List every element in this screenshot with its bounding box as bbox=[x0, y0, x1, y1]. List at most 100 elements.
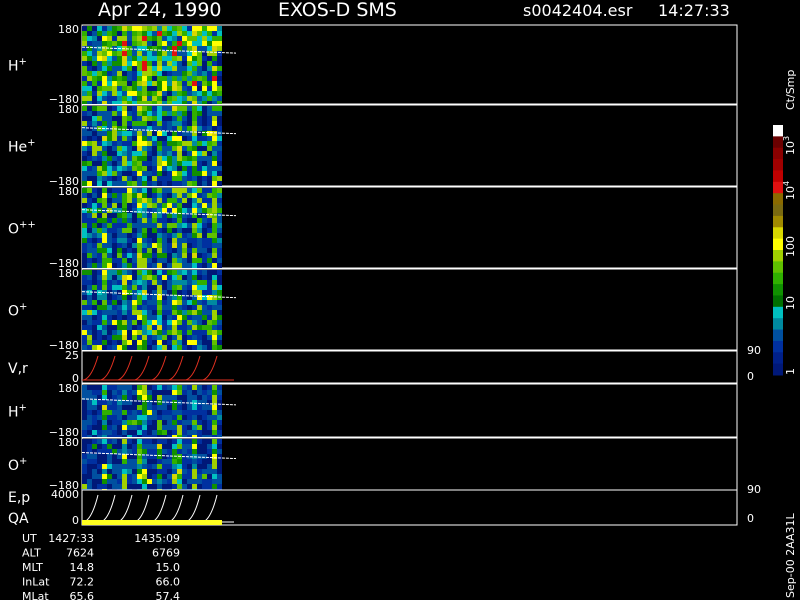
spectrogram-cell bbox=[217, 41, 222, 46]
spectrogram-cell bbox=[162, 218, 167, 223]
spectrogram-cell bbox=[137, 315, 142, 320]
spectrogram-cell bbox=[217, 449, 222, 454]
spectrogram-cell bbox=[192, 36, 197, 41]
spectrogram-cell bbox=[142, 228, 147, 233]
panel-label-text: V,r bbox=[8, 361, 28, 377]
spectrogram-cell bbox=[187, 181, 192, 186]
spectrogram-cell bbox=[147, 51, 152, 56]
spectrogram-cell bbox=[152, 126, 157, 131]
spectrogram-cell bbox=[172, 295, 177, 300]
spectrogram-cell bbox=[82, 335, 87, 340]
spectrogram-cell bbox=[92, 454, 97, 459]
spectrogram-cell bbox=[187, 176, 192, 181]
spectrogram-cell bbox=[192, 176, 197, 181]
spectrogram-cell bbox=[107, 479, 112, 484]
spectrogram-cell bbox=[97, 198, 102, 203]
spectrogram-cell bbox=[132, 111, 137, 116]
spectrogram-cell bbox=[122, 188, 127, 193]
spectrogram-cell bbox=[122, 76, 127, 81]
spectrogram-cell bbox=[197, 345, 202, 350]
spectrogram-cell bbox=[87, 280, 92, 285]
spectrogram-cell bbox=[182, 320, 187, 325]
spectrogram-cell bbox=[177, 228, 182, 233]
spectrogram bbox=[82, 26, 222, 104]
spectrogram-cell bbox=[217, 464, 222, 469]
spectrogram-cell bbox=[82, 420, 87, 425]
spectrogram-cell bbox=[177, 51, 182, 56]
spectrogram-cell bbox=[122, 156, 127, 161]
spectrogram-cell bbox=[192, 270, 197, 275]
spectrogram-cell bbox=[177, 146, 182, 151]
spectrogram-cell bbox=[122, 106, 127, 111]
spectrogram-cell bbox=[152, 484, 157, 489]
spectrogram-cell bbox=[127, 425, 132, 430]
spectrogram-cell bbox=[187, 131, 192, 136]
spectrogram-cell bbox=[137, 425, 142, 430]
spectrogram-cell bbox=[112, 439, 117, 444]
spectrogram-cell bbox=[107, 420, 112, 425]
spectrogram-cell bbox=[117, 474, 122, 479]
spectrogram-cell bbox=[207, 193, 212, 198]
spectrogram-cell bbox=[82, 218, 87, 223]
spectrogram-cell bbox=[217, 474, 222, 479]
spectrogram-cell bbox=[172, 300, 177, 305]
spectrogram-cell bbox=[112, 425, 117, 430]
spectrogram-cell bbox=[162, 76, 167, 81]
spectrogram-cell bbox=[82, 101, 87, 104]
spectrogram-cell bbox=[172, 395, 177, 400]
spectrogram-cell bbox=[142, 176, 147, 181]
spectrogram-cell bbox=[147, 449, 152, 454]
spectrogram-cell bbox=[122, 454, 127, 459]
spectrogram-cell bbox=[87, 111, 92, 116]
spectrogram-cell bbox=[187, 320, 192, 325]
spectrogram-cell bbox=[117, 435, 122, 437]
spectrogram-cell bbox=[192, 335, 197, 340]
spectrogram-cell bbox=[172, 415, 177, 420]
spectrogram-cell bbox=[82, 305, 87, 310]
spectrogram-cell bbox=[187, 325, 192, 330]
spectrogram-cell bbox=[132, 106, 137, 111]
spectrogram-cell bbox=[97, 31, 102, 36]
spectrogram-cell bbox=[92, 71, 97, 76]
spectrogram-cell bbox=[177, 101, 182, 104]
spectrogram-cell bbox=[197, 41, 202, 46]
spectrogram-cell bbox=[112, 325, 117, 330]
spectrogram-cell bbox=[217, 320, 222, 325]
spectrogram-cell bbox=[112, 228, 117, 233]
spectrogram-cell bbox=[197, 315, 202, 320]
spectrogram-cell bbox=[122, 116, 127, 121]
spectrogram-cell bbox=[92, 96, 97, 101]
colorbar-tick-text: 10 bbox=[784, 296, 797, 310]
spectrogram-cell bbox=[182, 439, 187, 444]
spectrogram-cell bbox=[152, 46, 157, 51]
spectrogram-cell bbox=[212, 464, 217, 469]
spectrogram-cell bbox=[122, 405, 127, 410]
spectrogram-cell bbox=[102, 330, 107, 335]
spectrogram-cell bbox=[102, 66, 107, 71]
spectrogram-cell bbox=[87, 444, 92, 449]
spectrogram-cell bbox=[197, 96, 202, 101]
spectrogram-cell bbox=[202, 405, 207, 410]
spectrogram-cell bbox=[182, 161, 187, 166]
spectrogram-cell bbox=[92, 146, 97, 151]
spectrogram-cell bbox=[132, 171, 137, 176]
spectrogram-cell bbox=[87, 181, 92, 186]
spectrogram-cell bbox=[157, 41, 162, 46]
spectrogram-cell bbox=[217, 425, 222, 430]
spectrogram-cell bbox=[122, 171, 127, 176]
spectrogram-cell bbox=[157, 295, 162, 300]
spectrogram-cell bbox=[107, 263, 112, 268]
spectrogram-cell bbox=[157, 449, 162, 454]
spectrogram-cell bbox=[87, 449, 92, 454]
spectrogram-cell bbox=[207, 26, 212, 31]
spectrogram-cell bbox=[182, 280, 187, 285]
spectrogram-cell bbox=[207, 395, 212, 400]
spectrogram-cell bbox=[217, 121, 222, 126]
spectrogram-cell bbox=[107, 213, 112, 218]
spectrogram-cell bbox=[187, 464, 192, 469]
spectrogram-cell bbox=[162, 198, 167, 203]
spectrogram-cell bbox=[157, 444, 162, 449]
spectrogram-cell bbox=[177, 315, 182, 320]
spectrogram-cell bbox=[192, 66, 197, 71]
spectrogram-cell bbox=[172, 390, 177, 395]
